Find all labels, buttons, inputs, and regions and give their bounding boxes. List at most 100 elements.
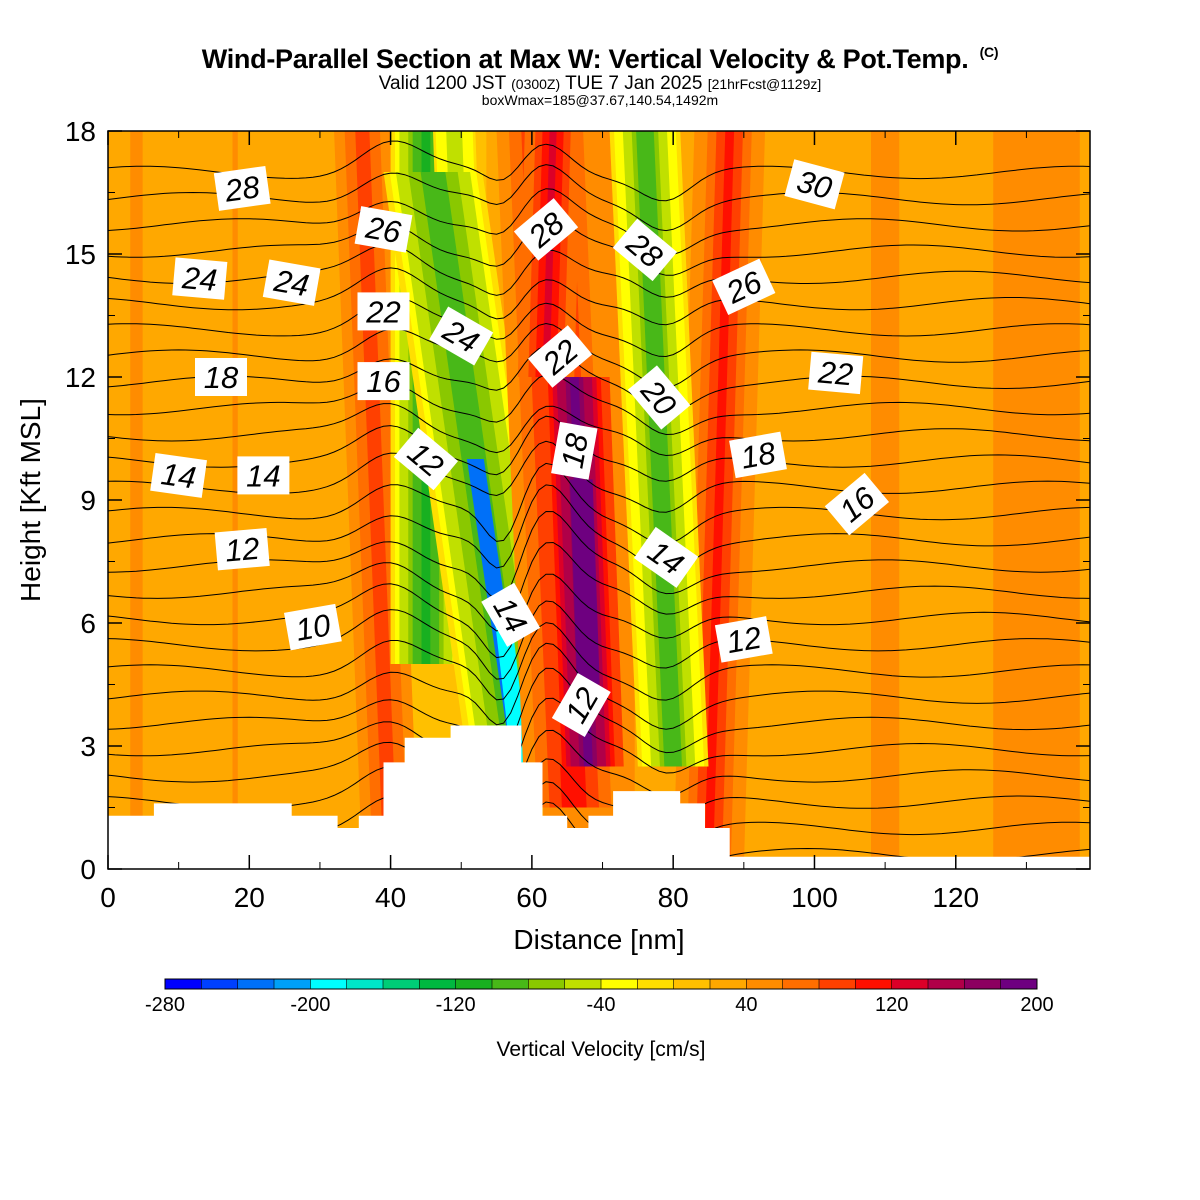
x-tick-label: 100 xyxy=(791,882,838,913)
field-cell xyxy=(1037,131,1041,869)
field-cell xyxy=(968,131,972,869)
colorbar-swatch xyxy=(819,979,856,989)
field-cell xyxy=(150,131,154,869)
field-cell xyxy=(827,131,831,869)
isentrope-label-bg xyxy=(357,362,410,401)
isentrope-label: 18 xyxy=(551,421,598,480)
field-cell xyxy=(765,131,769,869)
isentrope-line xyxy=(108,403,1090,457)
field-cell xyxy=(345,131,349,869)
field-cell xyxy=(197,131,201,869)
field-cell xyxy=(318,131,322,869)
isentrope-label: 20 xyxy=(627,365,691,430)
isentrope-label: 12 xyxy=(714,616,773,663)
field-cell xyxy=(295,131,299,869)
field-cell xyxy=(778,131,782,869)
isentrope-label-bg xyxy=(612,218,678,282)
isentrope-label-bg xyxy=(784,159,845,210)
field-cell xyxy=(1025,131,1029,869)
isentrope-label-bg xyxy=(808,351,864,395)
isentrope-label: 12 xyxy=(393,427,459,491)
isentrope-label: 28 xyxy=(213,165,271,211)
field-cell xyxy=(1050,131,1054,869)
field-cell xyxy=(923,131,928,869)
isentrope-label-text: 22 xyxy=(816,354,854,392)
field-cell xyxy=(1015,131,1019,869)
field-cell xyxy=(1069,131,1073,869)
isentrope-line xyxy=(108,345,1090,414)
isentrope-line xyxy=(108,484,1090,573)
field-cell xyxy=(127,131,131,869)
field-cell xyxy=(795,131,799,869)
colorbar-tick-label: 40 xyxy=(735,994,757,1016)
field-cell xyxy=(1067,131,1071,869)
x-tick-label: 80 xyxy=(658,882,689,913)
field-cell xyxy=(810,131,814,869)
field-cell xyxy=(337,131,342,869)
field-cell xyxy=(1000,131,1004,869)
isentrope-label: 24 xyxy=(262,259,321,306)
isentrope-line xyxy=(108,510,1090,600)
field-cell xyxy=(256,131,260,869)
x-tick-label: 120 xyxy=(932,882,979,913)
field-cell xyxy=(315,131,319,869)
field-cell xyxy=(174,131,178,869)
field-cell xyxy=(914,131,918,869)
field-cell xyxy=(1059,131,1064,869)
colorbar-swatch xyxy=(746,979,784,989)
field-cell xyxy=(966,131,970,869)
field-cell xyxy=(822,131,826,869)
field-cell xyxy=(137,131,141,869)
field-cell xyxy=(988,131,992,869)
colorbar-label: Vertical Velocity [cm/s] xyxy=(497,1038,706,1061)
field-cell xyxy=(775,131,779,869)
field-cell xyxy=(179,131,183,869)
isentrope-label-bg xyxy=(195,358,247,396)
field-cell xyxy=(177,131,181,869)
field-cell xyxy=(805,131,809,869)
x-tick-label: 0 xyxy=(100,882,116,913)
colorbar-swatch xyxy=(601,979,638,989)
field-cell xyxy=(142,131,146,869)
field-cell xyxy=(140,131,144,869)
colorbar-tick-label: 200 xyxy=(1020,994,1053,1016)
field-cell xyxy=(817,131,821,869)
colorbar-swatch xyxy=(1000,979,1038,989)
field-cell xyxy=(800,131,804,869)
field-cell xyxy=(201,131,206,869)
isentrope-label-text: 14 xyxy=(159,456,198,495)
isentrope-label-text: 12 xyxy=(724,620,764,660)
field-cell xyxy=(154,131,159,869)
field-cell xyxy=(1064,131,1068,869)
field-cell xyxy=(792,131,796,869)
isentrope-label-bg xyxy=(627,365,691,430)
field-cell xyxy=(815,131,819,869)
isentrope-label-text: 12 xyxy=(224,531,261,569)
field-cell xyxy=(916,131,920,869)
chart-title: Wind-Parallel Section at Max W: Vertical… xyxy=(201,44,999,74)
field-cell xyxy=(928,131,932,869)
colorbar-tick-label: -280 xyxy=(145,994,185,1016)
isentrope-label-bg xyxy=(150,452,207,498)
field-cell xyxy=(204,131,208,869)
isentrope-label-bg xyxy=(354,206,413,253)
isentrope-line xyxy=(108,164,1090,232)
field-cell xyxy=(783,131,787,869)
field-cell xyxy=(1057,131,1061,869)
isentrope-line xyxy=(108,140,1090,202)
field-cell xyxy=(167,131,171,869)
colorbar-tick-label: 120 xyxy=(875,994,908,1016)
field-cell xyxy=(785,131,789,869)
field-cell xyxy=(130,131,134,869)
field-cell xyxy=(763,131,767,869)
field-cell xyxy=(770,131,774,869)
field-cell xyxy=(263,131,267,869)
field-cell xyxy=(755,131,759,869)
field-cell xyxy=(125,131,129,869)
isentrope-label-bg xyxy=(513,198,579,261)
velocity-band xyxy=(232,131,238,869)
field-cell xyxy=(169,131,173,869)
isentrope-label: 24 xyxy=(172,257,228,300)
colorbar-swatch xyxy=(564,979,602,989)
field-cell xyxy=(985,131,989,869)
